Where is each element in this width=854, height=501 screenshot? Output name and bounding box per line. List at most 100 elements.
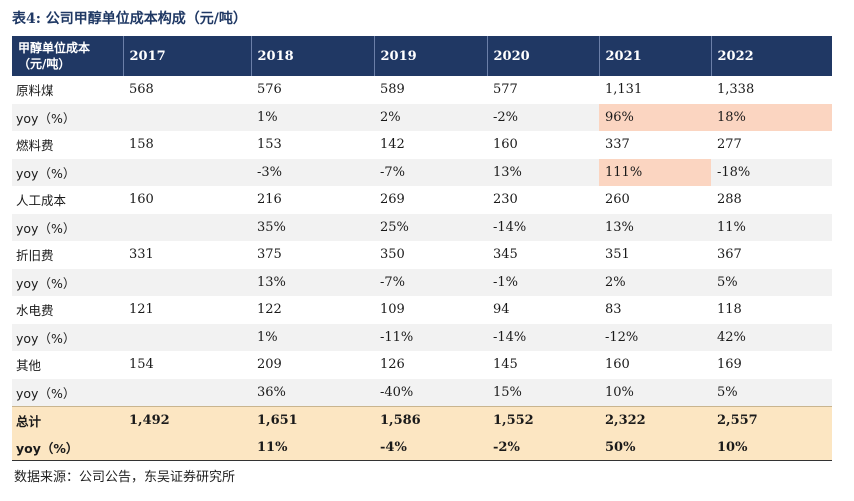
table-cell: -2% bbox=[487, 433, 599, 461]
table-cell: -11% bbox=[374, 323, 487, 351]
table-cell bbox=[123, 433, 251, 461]
header-year: 2019 bbox=[374, 36, 488, 76]
table-row: 燃料费 158 153 142 160 337 277 bbox=[12, 131, 832, 159]
table-row-total: 总计 1,492 1,651 1,586 1,552 2,322 2,557 bbox=[12, 405, 832, 434]
table-row: yoy（%） 35% 25% -14% 13% 11% bbox=[12, 213, 832, 241]
row-label: 其他 bbox=[16, 358, 42, 374]
table-cell-highlighted: 96% bbox=[599, 103, 711, 131]
row-label: 人工成本 bbox=[16, 193, 67, 209]
table-cell: 2,322 bbox=[599, 405, 711, 434]
table-cell: 15% bbox=[487, 378, 599, 406]
table-cell: 269 bbox=[380, 192, 405, 208]
table-row: 其他 154 209 126 145 160 169 bbox=[12, 351, 832, 379]
header-item-label-line2: （元/吨） bbox=[18, 57, 71, 71]
table-cell bbox=[123, 323, 251, 351]
row-label: 原料煤 bbox=[16, 83, 54, 99]
table-cell: 160 bbox=[129, 192, 154, 208]
table-header-row: 甲醇单位成本 （元/吨） 2017 2018 2019 2020 2021 20… bbox=[12, 36, 832, 76]
table-cell: 160 bbox=[605, 357, 630, 373]
table-cell: 25% bbox=[374, 213, 487, 241]
table-cell: -14% bbox=[487, 323, 599, 351]
row-label: 燃料费 bbox=[16, 138, 54, 154]
table-cell: 36% bbox=[251, 378, 374, 406]
table-caption: 表4: 公司甲醇单位成本构成（元/吨） bbox=[12, 8, 247, 28]
table-row-total-yoy: yoy（%） 11% -4% -2% 50% 10% bbox=[12, 433, 832, 461]
table-cell: 83 bbox=[605, 302, 622, 318]
table-cell: 331 bbox=[129, 247, 154, 263]
table-cell: 169 bbox=[717, 357, 742, 373]
table-cell: 568 bbox=[129, 82, 154, 98]
table-cell: 350 bbox=[380, 247, 405, 263]
table-cell: 288 bbox=[717, 192, 742, 208]
header-year: 2022 bbox=[717, 48, 754, 64]
table-cell: 42% bbox=[711, 323, 832, 351]
header-year: 2021 bbox=[599, 36, 712, 76]
table-cell: 1,552 bbox=[487, 405, 599, 434]
caption-title: 公司甲醇单位成本构成（元/吨） bbox=[45, 11, 247, 27]
row-label: yoy（%） bbox=[12, 103, 123, 131]
table-cell: -7% bbox=[374, 158, 487, 186]
row-label: 折旧费 bbox=[16, 248, 54, 264]
table-cell-highlighted: 18% bbox=[711, 103, 832, 131]
table-cell: 577 bbox=[493, 82, 518, 98]
table-cell: 109 bbox=[380, 302, 405, 318]
table-cell: 94 bbox=[493, 302, 510, 318]
table-cell: 1,492 bbox=[123, 405, 251, 434]
table-cell: -3% bbox=[251, 158, 374, 186]
source-note: 数据来源：公司公告，东吴证券研究所 bbox=[14, 470, 236, 485]
caption-label: 表4: bbox=[12, 11, 41, 27]
row-label: yoy（%） bbox=[12, 378, 123, 406]
table-cell: 216 bbox=[257, 192, 282, 208]
table-cell bbox=[123, 213, 251, 241]
table-row: 水电费 121 122 109 94 83 118 bbox=[12, 296, 832, 324]
table-cell: -1% bbox=[487, 268, 599, 296]
table-row: yoy（%） 36% -40% 15% 10% 5% bbox=[12, 378, 832, 406]
table-cell bbox=[123, 268, 251, 296]
table-cell: 337 bbox=[605, 137, 630, 153]
table-cell bbox=[123, 378, 251, 406]
table-bottom-rule bbox=[12, 460, 832, 461]
header-year: 2020 bbox=[487, 36, 600, 76]
table-cell: 13% bbox=[487, 158, 599, 186]
table-cell bbox=[123, 158, 251, 186]
table-row: 原料煤 568 576 589 577 1,131 1,338 bbox=[12, 76, 832, 104]
table-cell: 5% bbox=[711, 378, 832, 406]
table-cell: 1% bbox=[251, 103, 374, 131]
row-label: 水电费 bbox=[16, 303, 54, 319]
table-cell: -7% bbox=[374, 268, 487, 296]
table-cell: -40% bbox=[374, 378, 487, 406]
table-cell: 122 bbox=[257, 302, 282, 318]
table-row: yoy（%） -3% -7% 13% 111% -18% bbox=[12, 158, 832, 186]
table-cell: -4% bbox=[374, 433, 487, 461]
table-cell: 1% bbox=[251, 323, 374, 351]
table-cell: 345 bbox=[493, 247, 518, 263]
table-row: 折旧费 331 375 350 345 351 367 bbox=[12, 241, 832, 269]
table-cell: 5% bbox=[711, 268, 832, 296]
table-cell: 2,557 bbox=[711, 405, 832, 434]
table-cell: 158 bbox=[129, 137, 154, 153]
header-item-label: 甲醇单位成本 （元/吨） bbox=[12, 36, 124, 76]
table-cell: 142 bbox=[380, 137, 405, 153]
table-cell: 576 bbox=[257, 82, 282, 98]
table-cell: 154 bbox=[129, 357, 154, 373]
header-year: 2018 bbox=[251, 36, 375, 76]
table-cell: 160 bbox=[493, 137, 518, 153]
table-cell: 375 bbox=[257, 247, 282, 263]
table-cell: 589 bbox=[380, 82, 405, 98]
table-cell: 2% bbox=[599, 268, 711, 296]
table-cell bbox=[123, 103, 251, 131]
table-cell: 35% bbox=[251, 213, 374, 241]
table-cell: 351 bbox=[605, 247, 630, 263]
table-cell: 121 bbox=[129, 302, 154, 318]
row-label-total: 总计 bbox=[12, 405, 123, 434]
table-cell: -14% bbox=[487, 213, 599, 241]
row-label: yoy（%） bbox=[12, 213, 123, 241]
table-cell: 153 bbox=[257, 137, 282, 153]
row-label-total-yoy: yoy（%） bbox=[12, 433, 123, 461]
table-cell: 2% bbox=[374, 103, 487, 131]
table-cell: 367 bbox=[717, 247, 742, 263]
header-item-label-line1: 甲醇单位成本 bbox=[18, 41, 91, 55]
row-label: yoy（%） bbox=[12, 323, 123, 351]
table-cell: -12% bbox=[599, 323, 711, 351]
table-cell: 11% bbox=[251, 433, 374, 461]
